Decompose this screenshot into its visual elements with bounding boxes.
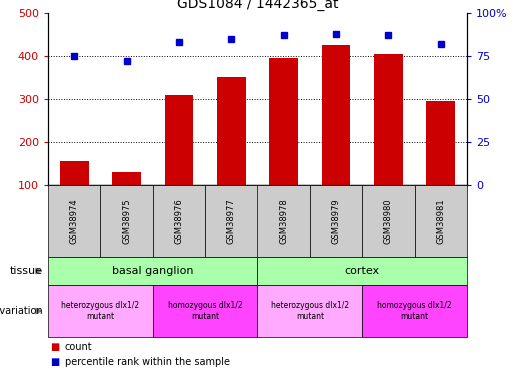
Bar bbox=[322, 45, 351, 185]
Bar bbox=[426, 101, 455, 185]
Bar bbox=[217, 78, 246, 185]
Text: homozygous dlx1/2
mutant: homozygous dlx1/2 mutant bbox=[377, 301, 452, 321]
Text: GSM38981: GSM38981 bbox=[436, 198, 445, 244]
Text: percentile rank within the sample: percentile rank within the sample bbox=[65, 357, 230, 367]
Text: heterozygous dlx1/2
mutant: heterozygous dlx1/2 mutant bbox=[61, 301, 140, 321]
Text: ■: ■ bbox=[50, 357, 60, 367]
Text: tissue: tissue bbox=[10, 266, 43, 276]
Text: cortex: cortex bbox=[345, 266, 380, 276]
Text: count: count bbox=[65, 342, 93, 352]
Bar bbox=[269, 58, 298, 185]
Text: GSM38979: GSM38979 bbox=[332, 198, 340, 244]
Text: GSM38980: GSM38980 bbox=[384, 198, 393, 244]
Text: genotype/variation: genotype/variation bbox=[0, 306, 43, 316]
Text: heterozygous dlx1/2
mutant: heterozygous dlx1/2 mutant bbox=[271, 301, 349, 321]
Title: GDS1084 / 1442365_at: GDS1084 / 1442365_at bbox=[177, 0, 338, 10]
Bar bbox=[60, 161, 89, 185]
Text: ■: ■ bbox=[50, 342, 60, 352]
Text: GSM38975: GSM38975 bbox=[122, 198, 131, 244]
Text: GSM38977: GSM38977 bbox=[227, 198, 236, 244]
Text: GSM38974: GSM38974 bbox=[70, 198, 79, 244]
Bar bbox=[164, 95, 193, 185]
Text: GSM38978: GSM38978 bbox=[279, 198, 288, 244]
Bar bbox=[374, 54, 403, 185]
Text: homozygous dlx1/2
mutant: homozygous dlx1/2 mutant bbox=[168, 301, 243, 321]
Bar bbox=[112, 172, 141, 185]
Text: basal ganglion: basal ganglion bbox=[112, 266, 194, 276]
Text: GSM38976: GSM38976 bbox=[175, 198, 183, 244]
